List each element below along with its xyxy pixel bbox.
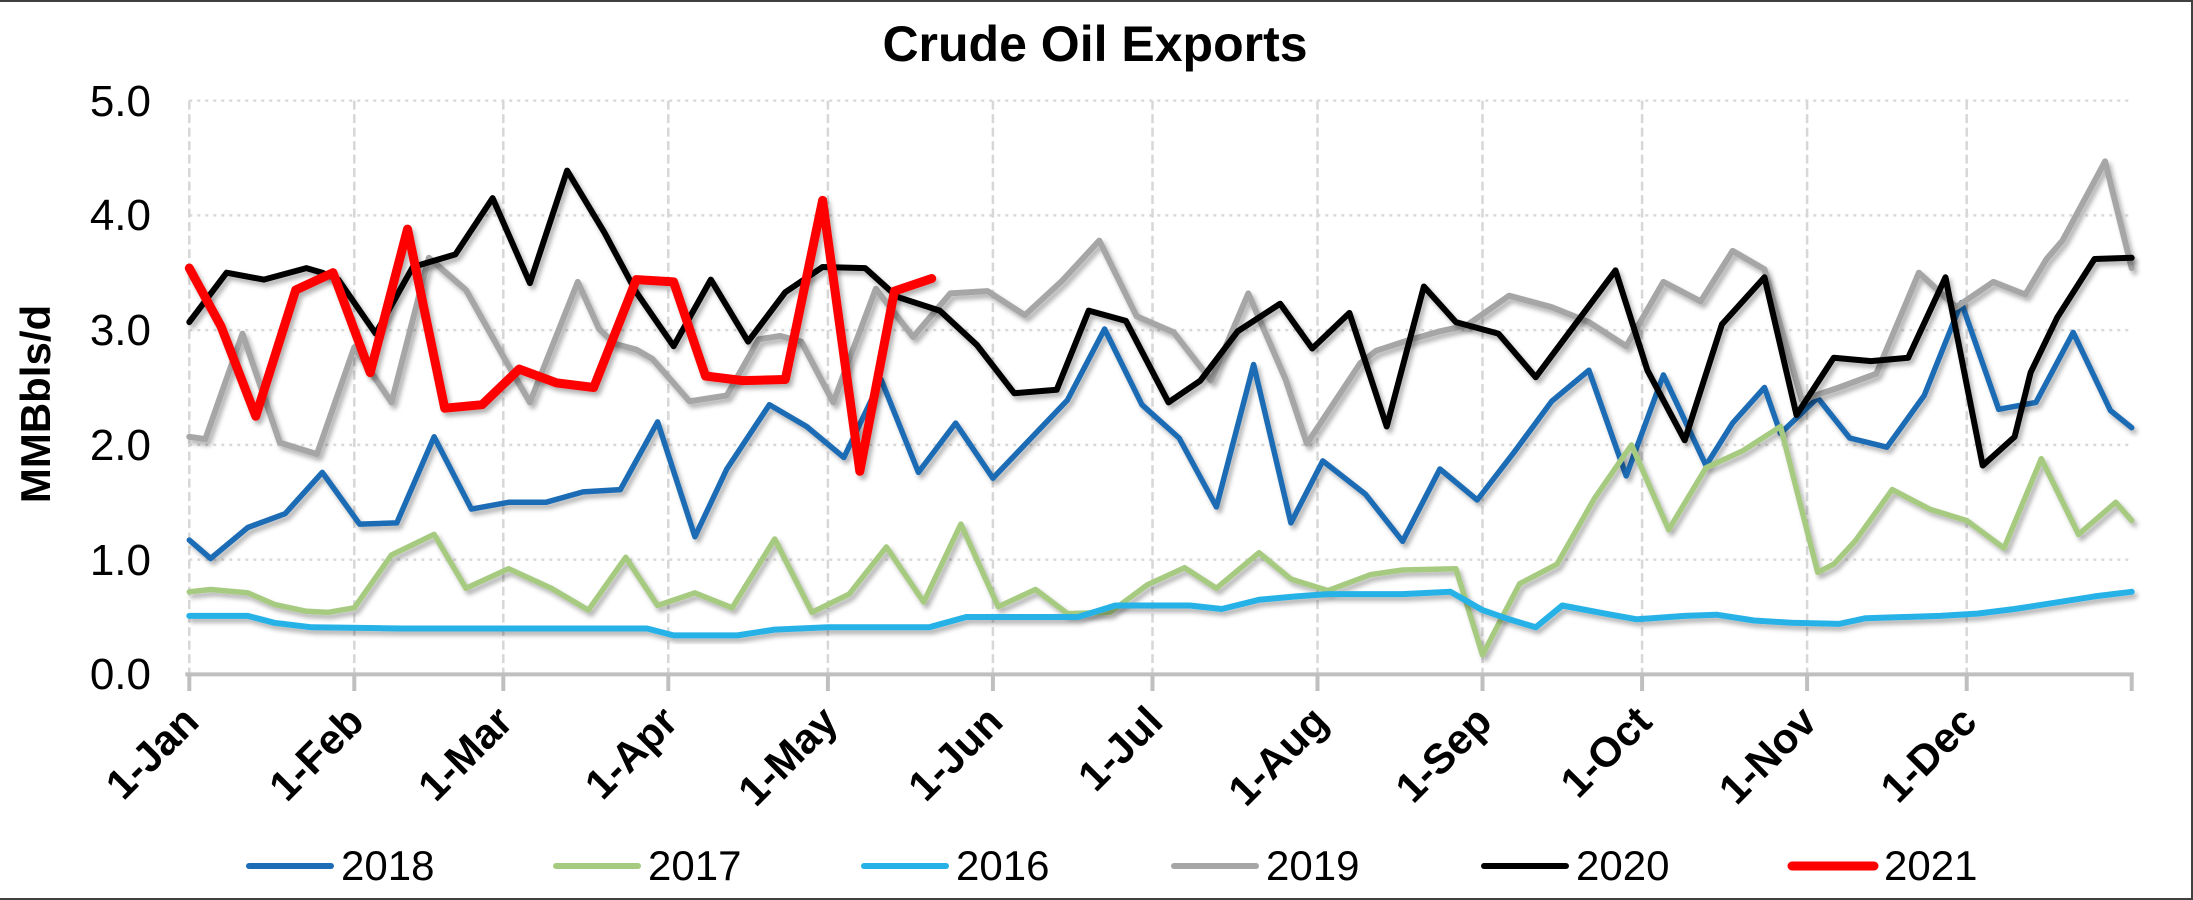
svg-text:2017: 2017 xyxy=(648,842,741,889)
svg-text:2.0: 2.0 xyxy=(90,421,151,470)
svg-text:2018: 2018 xyxy=(341,842,434,889)
svg-text:4.0: 4.0 xyxy=(90,191,151,240)
svg-text:1.0: 1.0 xyxy=(90,536,151,585)
svg-text:5.0: 5.0 xyxy=(90,77,151,126)
svg-text:3.0: 3.0 xyxy=(90,306,151,355)
svg-text:MMBbls/d: MMBbls/d xyxy=(12,305,59,503)
svg-text:2019: 2019 xyxy=(1266,842,1359,889)
svg-text:Crude Oil Exports: Crude Oil Exports xyxy=(882,16,1307,72)
svg-text:2020: 2020 xyxy=(1576,842,1669,889)
svg-text:2016: 2016 xyxy=(956,842,1049,889)
svg-text:0.0: 0.0 xyxy=(90,650,151,699)
svg-text:2021: 2021 xyxy=(1884,842,1977,889)
